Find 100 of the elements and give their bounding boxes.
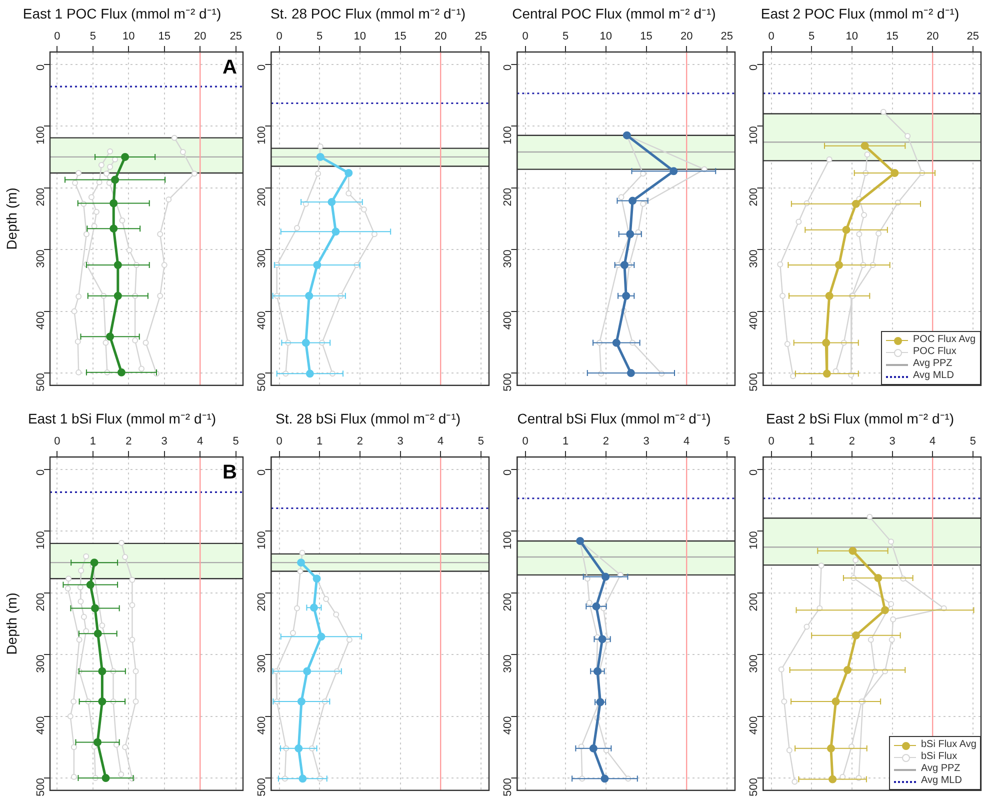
y-tick-label: 200 bbox=[748, 188, 760, 206]
x-tick-label: 4 bbox=[197, 435, 204, 448]
chart-title: Central POC Flux (mmol m⁻² d⁻¹) bbox=[512, 5, 716, 22]
y-tick-label: 100 bbox=[748, 531, 760, 550]
y-axis-title: Depth (m) bbox=[3, 188, 20, 250]
x-tick-label: 5 bbox=[562, 30, 569, 42]
y-tick-label: 0 bbox=[502, 64, 514, 70]
x-tick-label: 10 bbox=[846, 30, 858, 42]
y-tick-label: 300 bbox=[256, 250, 268, 268]
x-tick-label: 25 bbox=[474, 30, 488, 42]
y-tick-label: 500 bbox=[502, 373, 514, 392]
y-tick-label: 400 bbox=[35, 716, 48, 735]
legend-label: bSi Flux Avg bbox=[921, 739, 976, 752]
y-tick-label: 200 bbox=[748, 592, 760, 612]
x-tick-label: 5 bbox=[316, 30, 323, 42]
legend-label: Avg PPZ bbox=[921, 763, 960, 776]
x-tick-label: 4 bbox=[438, 435, 444, 448]
x-tick-label: 4 bbox=[930, 435, 936, 448]
chart-title: East 1 POC Flux (mmol m⁻² d⁻¹) bbox=[22, 5, 222, 22]
y-tick-label: 0 bbox=[748, 64, 760, 70]
legend-label: POC Flux Avg bbox=[913, 334, 976, 346]
y-tick-label: 300 bbox=[748, 250, 760, 268]
y-tick-label: 200 bbox=[502, 188, 514, 206]
y-tick-label: 100 bbox=[256, 126, 268, 144]
x-tick-label: 0 bbox=[276, 435, 282, 448]
y-tick-label: 0 bbox=[256, 64, 268, 70]
x-tick-label: 3 bbox=[397, 435, 404, 448]
y-tick-label: 400 bbox=[35, 311, 48, 330]
y-tick-label: 100 bbox=[35, 531, 48, 550]
x-tick-label: 0 bbox=[522, 435, 528, 448]
x-tick-label: 1 bbox=[808, 435, 815, 448]
y-tick-label: 500 bbox=[256, 778, 268, 796]
y-tick-label: 500 bbox=[502, 778, 514, 796]
x-tick-label: 5 bbox=[478, 435, 484, 448]
y-tick-label: 400 bbox=[748, 716, 760, 735]
x-tick-label: 3 bbox=[643, 435, 650, 448]
x-tick-label: 1 bbox=[316, 435, 323, 448]
y-tick-label: 300 bbox=[35, 250, 48, 268]
chart-title: St. 28 POC Flux (mmol m⁻² d⁻¹) bbox=[270, 5, 466, 22]
x-tick-label: 25 bbox=[720, 30, 734, 42]
x-tick-label: 0 bbox=[276, 30, 282, 42]
x-tick-label: 2 bbox=[848, 435, 855, 448]
y-tick-label: 100 bbox=[502, 126, 514, 144]
chart-title: East 2 bSi Flux (mmol m⁻² d⁻¹) bbox=[766, 410, 954, 426]
y-tick-label: 200 bbox=[256, 188, 268, 206]
y-tick-label: 100 bbox=[748, 126, 760, 144]
y-tick-label: 300 bbox=[502, 654, 514, 673]
annotation: A bbox=[222, 56, 237, 79]
x-tick-label: 10 bbox=[354, 30, 366, 42]
x-tick-label: 5 bbox=[232, 435, 239, 448]
y-tick-label: 400 bbox=[502, 311, 514, 330]
x-tick-label: 15 bbox=[640, 30, 652, 42]
y-tick-label: 300 bbox=[256, 654, 268, 673]
x-tick-label: 1 bbox=[562, 435, 569, 448]
x-tick-label: 20 bbox=[926, 30, 939, 42]
y-tick-label: 400 bbox=[502, 716, 514, 735]
legend-label: Avg MLD bbox=[913, 370, 954, 382]
x-tick-label: 0 bbox=[768, 30, 774, 42]
y-tick-label: 500 bbox=[35, 778, 48, 796]
x-tick-label: 20 bbox=[680, 30, 693, 42]
y-tick-label: 0 bbox=[748, 469, 760, 476]
y-tick-label: 200 bbox=[256, 592, 268, 612]
x-tick-label: 3 bbox=[161, 435, 168, 448]
y-tick-label: 300 bbox=[35, 654, 48, 673]
legend-label: POC Flux bbox=[913, 346, 956, 358]
x-tick-label: 0 bbox=[768, 435, 774, 448]
x-tick-label: 15 bbox=[886, 30, 898, 42]
y-tick-label: 200 bbox=[502, 592, 514, 612]
y-tick-label: 300 bbox=[502, 250, 514, 268]
chart-title: St. 28 bSi Flux (mmol m⁻² d⁻¹) bbox=[275, 410, 461, 426]
x-tick-label: 5 bbox=[808, 30, 815, 42]
x-tick-label: 0 bbox=[522, 30, 528, 42]
y-tick-label: 0 bbox=[256, 469, 268, 476]
legend-label: bSi Flux bbox=[921, 751, 958, 764]
x-tick-label: 3 bbox=[889, 435, 896, 448]
y-tick-label: 400 bbox=[256, 311, 268, 330]
y-tick-label: 200 bbox=[35, 188, 48, 206]
y-axis-title: Depth (m) bbox=[3, 592, 20, 655]
x-tick-label: 0 bbox=[54, 30, 60, 42]
x-tick-label: 20 bbox=[434, 30, 447, 42]
x-tick-label: 10 bbox=[122, 30, 135, 42]
chart-title: East 1 bSi Flux (mmol m⁻² d⁻¹) bbox=[28, 410, 216, 426]
x-tick-label: 5 bbox=[970, 435, 976, 448]
x-tick-label: 2 bbox=[126, 435, 132, 448]
y-tick-label: 400 bbox=[256, 716, 268, 735]
y-tick-label: 0 bbox=[35, 64, 48, 70]
x-tick-label: 2 bbox=[356, 435, 363, 448]
y-tick-label: 500 bbox=[35, 373, 48, 392]
x-tick-label: 20 bbox=[194, 30, 206, 42]
x-tick-label: 10 bbox=[600, 30, 612, 42]
y-tick-label: 500 bbox=[748, 373, 760, 392]
y-tick-label: 0 bbox=[35, 469, 48, 476]
y-tick-label: 100 bbox=[502, 531, 514, 550]
x-tick-label: 5 bbox=[90, 30, 96, 42]
x-tick-label: 5 bbox=[724, 435, 730, 448]
y-tick-label: 100 bbox=[256, 531, 268, 550]
y-tick-label: 500 bbox=[256, 373, 268, 392]
y-tick-label: 200 bbox=[35, 592, 48, 612]
y-tick-label: 500 bbox=[748, 778, 760, 796]
annotation: B bbox=[222, 462, 237, 484]
